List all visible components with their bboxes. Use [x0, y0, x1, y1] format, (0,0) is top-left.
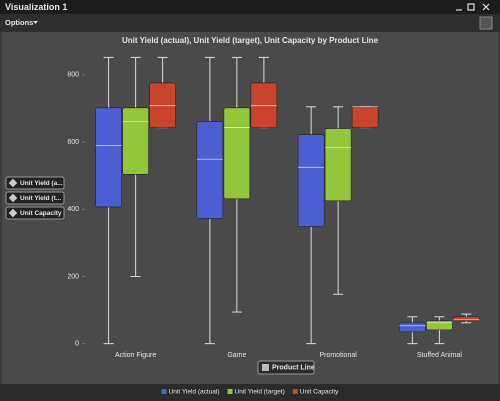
y-tick-label: 0	[75, 340, 79, 347]
box	[250, 82, 278, 128]
role-label[interactable]: Unit Yield (a...	[20, 180, 63, 187]
box	[122, 107, 149, 175]
role-button[interactable]	[5, 191, 65, 205]
y-tick-label: 600	[67, 139, 79, 146]
legend-label: Unit Capacity	[300, 389, 339, 396]
box	[149, 82, 176, 128]
role-label[interactable]: Unit Yield (t...	[20, 195, 61, 202]
x-tick-label: Game	[227, 352, 246, 359]
y-tick-label: 400	[67, 206, 79, 213]
box	[223, 107, 251, 200]
box	[95, 107, 122, 208]
x-tick-label: Action Figure	[115, 352, 156, 359]
box	[196, 121, 224, 219]
legend-label: Unit Yield (target)	[235, 389, 285, 396]
box	[297, 134, 325, 228]
legend-swatch	[227, 389, 233, 394]
legend: Unit Yield (actual) Unit Yield (target) Un…	[161, 389, 339, 396]
legend-swatch	[161, 389, 167, 394]
box	[426, 320, 453, 331]
y-tick-label: 800	[67, 72, 79, 79]
box	[453, 316, 480, 322]
box	[351, 106, 379, 128]
role-label[interactable]: Unit Capacity	[20, 210, 62, 217]
legend-swatch	[292, 389, 298, 394]
box	[399, 322, 426, 333]
chart-title: Unit Yield (actual), Unit Yield (target)…	[122, 36, 379, 45]
x-tick-label: Stuffed Animal	[417, 352, 462, 359]
window-title: Visualization 1	[5, 2, 67, 12]
role-button[interactable]	[5, 176, 65, 190]
toolbar	[0, 14, 500, 32]
x-tick-label: Promotional	[319, 352, 357, 359]
box	[324, 128, 352, 202]
legend-bar	[0, 384, 500, 401]
x-axis-label[interactable]: Product Line	[272, 364, 315, 371]
window-controls[interactable]	[456, 3, 490, 11]
options-label[interactable]: Options	[5, 18, 33, 27]
y-tick-label: 200	[67, 273, 79, 280]
title-bar	[0, 0, 500, 14]
x-axis-button[interactable]: Product Line	[257, 360, 315, 375]
legend-label: Unit Yield (actual)	[169, 389, 220, 396]
options-menu[interactable]: Options	[5, 18, 38, 27]
table-button[interactable]	[479, 16, 493, 30]
role-button[interactable]	[5, 206, 65, 220]
